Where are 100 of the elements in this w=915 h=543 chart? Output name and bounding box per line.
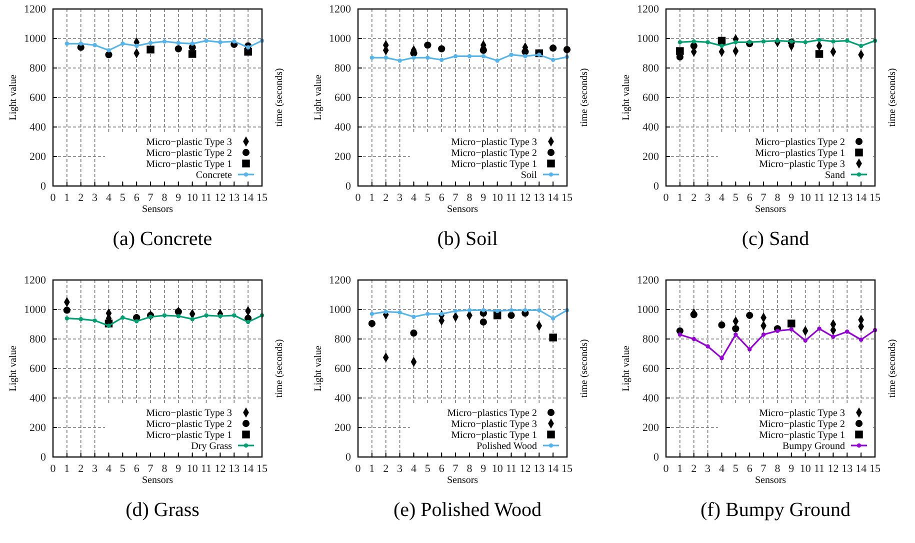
legend-label: Micro−plastic Type 1: [759, 430, 845, 441]
y-tick-label: 600: [30, 92, 46, 104]
x-tick-label: 15: [562, 192, 573, 204]
y-tick-label: 0: [654, 180, 660, 193]
x-tick-label: 0: [355, 462, 362, 475]
legend-label: Micro−plastics Type 2: [447, 408, 537, 419]
x-tick-label: 14: [242, 462, 254, 475]
y-tick-label: 1200: [329, 274, 352, 287]
x-axis-title: Sensors: [446, 475, 478, 486]
y-tick-label: 0: [654, 452, 660, 464]
text: (f) Bumpy Ground: [700, 499, 850, 521]
x-tick-label: 3: [92, 462, 98, 475]
x-tick-label: 7: [452, 462, 459, 475]
y-axis-title: Light value: [313, 345, 324, 392]
x-axis-title: Sensors: [754, 475, 786, 486]
x-tick-label: 7: [760, 192, 767, 204]
y-tick-label: 800: [334, 334, 352, 346]
x-tick-label: 8: [466, 192, 473, 204]
text: (e) Polished Wood: [393, 499, 542, 521]
y-tick-label: 0: [346, 180, 352, 193]
x-tick-label: 1: [677, 192, 683, 204]
y-tick-label: 200: [642, 422, 660, 434]
x-tick-label: 14: [548, 462, 560, 475]
x-tick-label: 13: [534, 462, 546, 475]
y-tick-label: 800: [642, 334, 660, 346]
y-tick-label: 1000: [329, 304, 352, 316]
x-tick-label: 4: [106, 462, 112, 475]
legend-label: Micro−plastic Type 2: [451, 148, 537, 159]
legend-label: Micro−plastic Type 1: [146, 159, 232, 170]
x-tick-label: 8: [774, 462, 781, 475]
text: (d) Grass: [126, 499, 200, 521]
y-tick-label: 400: [642, 392, 660, 405]
x-tick-label: 5: [120, 192, 126, 204]
y-tick-label: 1000: [637, 33, 660, 46]
x-tick-label: 0: [50, 192, 56, 204]
legend-label: Micro−plastic Type 2: [146, 419, 232, 430]
legend-label: Micro−plastic Type 3: [759, 408, 845, 419]
x-tick-label: 4: [718, 192, 725, 204]
y-tick-label: 1200: [329, 4, 352, 16]
x-tick-label: 15: [870, 192, 881, 204]
x-tick-label: 8: [774, 192, 781, 204]
y-tick-label: 800: [30, 62, 46, 75]
x-tick-label: 3: [397, 192, 404, 204]
x-tick-label: 15: [256, 462, 268, 475]
text: (a) Concrete: [112, 228, 212, 250]
y-tick-label: 600: [30, 363, 46, 376]
legend-label: Micro−plastic Type 3: [451, 419, 537, 430]
x-tick-label: 6: [746, 192, 753, 204]
x-tick-label: 9: [176, 462, 182, 475]
x-tick-label: 8: [162, 462, 168, 475]
y-tick-label: 400: [30, 392, 46, 405]
y-tick-label: 200: [334, 422, 352, 434]
legend-label: Micro−plastic Type 2: [146, 148, 232, 159]
x-tick-label: 5: [732, 192, 739, 204]
x-tick-label: 2: [691, 192, 697, 204]
y-tick-label: 400: [642, 122, 660, 134]
x-tick-label: 2: [383, 192, 389, 204]
legend-label: Dry Grass: [191, 441, 232, 452]
legend-label: Micro−plastic Type 3: [451, 137, 537, 148]
y-tick-label: 0: [40, 452, 46, 464]
legend-label: Micro−plastic Type 1: [451, 159, 537, 170]
x-tick-label: 0: [355, 192, 362, 204]
x-tick-label: 6: [134, 462, 140, 475]
x-tick-label: 0: [50, 462, 56, 475]
y2-axis-title: time (seconds): [887, 339, 898, 398]
y-tick-label: 800: [30, 334, 46, 346]
x-tick-label: 11: [506, 462, 517, 475]
x-tick-label: 11: [814, 462, 825, 475]
legend-label: Micro−plastic Type 3: [146, 137, 232, 148]
x-tick-label: 2: [78, 462, 84, 475]
y-axis-title: Light value: [621, 74, 632, 120]
x-tick-label: 5: [732, 462, 739, 475]
y-tick-label: 1200: [637, 274, 660, 287]
x-tick-label: 12: [214, 462, 226, 475]
x-tick-label: 6: [438, 462, 445, 475]
x-tick-label: 3: [705, 462, 712, 475]
x-tick-label: 13: [842, 462, 854, 475]
y-axis-title: Light value: [8, 345, 19, 392]
x-tick-label: 14: [242, 192, 254, 204]
text: (b) Soil: [437, 228, 498, 250]
x-tick-label: 3: [397, 462, 404, 475]
x-tick-label: 13: [842, 192, 854, 204]
legend-label: Micro−plastic Type 1: [451, 430, 537, 441]
legend-label: Soil: [520, 170, 538, 181]
x-tick-label: 14: [856, 192, 868, 204]
x-tick-label: 4: [410, 462, 417, 475]
y-tick-label: 1000: [24, 304, 46, 316]
y-axis-title: Light value: [621, 345, 632, 392]
x-tick-label: 15: [870, 462, 881, 475]
y2-axis-title: time (seconds): [274, 68, 285, 127]
y-tick-label: 800: [334, 62, 352, 75]
y-tick-label: 1200: [637, 4, 660, 16]
legend-label: Micro−plastics Type 1: [755, 148, 845, 159]
x-tick-label: 5: [424, 192, 431, 204]
legend-label: Micro−plastic Type 3: [759, 159, 845, 170]
x-tick-label: 4: [718, 462, 725, 475]
x-tick-label: 7: [148, 462, 154, 475]
x-tick-label: 10: [492, 192, 504, 204]
x-tick-label: 2: [383, 462, 389, 475]
legend-label: Bumpy Ground: [782, 441, 845, 452]
